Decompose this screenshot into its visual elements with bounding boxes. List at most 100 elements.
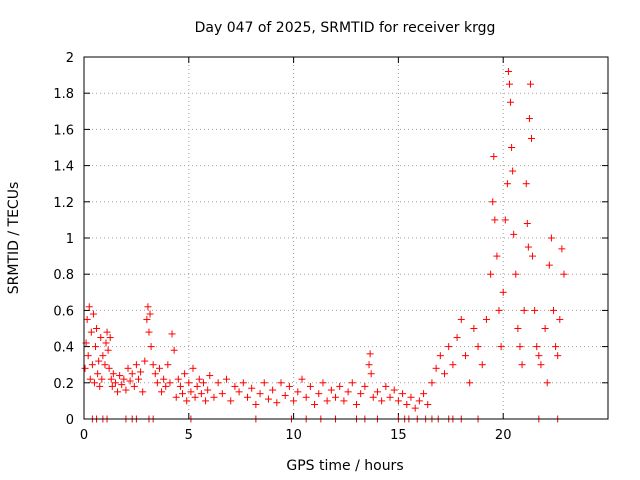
data-point xyxy=(101,361,109,369)
data-point xyxy=(560,270,568,278)
data-point xyxy=(470,325,478,332)
data-point xyxy=(369,393,377,401)
data-point xyxy=(290,397,298,405)
data-point xyxy=(170,346,178,354)
data-point xyxy=(160,375,168,383)
data-point xyxy=(139,388,147,396)
data-point xyxy=(504,67,512,75)
y-tick-label: 0.2 xyxy=(53,377,74,392)
data-point xyxy=(260,379,268,387)
data-point xyxy=(162,382,170,390)
data-point xyxy=(522,180,530,188)
data-point xyxy=(489,198,497,206)
x-tick-label: 15 xyxy=(390,428,407,443)
data-point xyxy=(457,315,465,323)
data-point xyxy=(482,315,490,323)
data-point xyxy=(302,393,310,401)
data-point xyxy=(218,390,226,398)
data-point xyxy=(187,388,195,396)
data-point xyxy=(252,401,260,409)
data-point xyxy=(223,375,231,383)
data-point xyxy=(533,343,541,351)
data-point xyxy=(516,343,524,351)
data-point xyxy=(365,361,373,369)
data-point xyxy=(543,379,551,387)
data-point xyxy=(256,390,264,398)
data-point xyxy=(130,382,138,390)
data-point xyxy=(382,382,390,390)
data-point xyxy=(361,382,369,390)
data-point xyxy=(124,364,132,372)
data-point xyxy=(428,379,436,387)
data-point xyxy=(411,404,419,412)
data-point xyxy=(206,372,214,380)
data-point xyxy=(89,310,97,318)
data-point xyxy=(348,379,356,387)
data-point xyxy=(137,368,145,376)
data-point xyxy=(86,375,94,383)
data-point xyxy=(547,234,555,242)
y-tick-label: 0.6 xyxy=(53,304,74,319)
data-point xyxy=(90,379,98,387)
data-point xyxy=(155,364,163,372)
data-point xyxy=(373,388,381,396)
data-point xyxy=(199,379,207,387)
plot-frame xyxy=(83,56,609,420)
data-point xyxy=(94,370,102,378)
data-point xyxy=(323,397,331,405)
data-point xyxy=(96,382,104,390)
data-point xyxy=(83,315,91,323)
data-point xyxy=(143,315,151,323)
data-point xyxy=(378,397,386,405)
data-point xyxy=(420,390,428,398)
x-tick-label: 5 xyxy=(185,428,193,443)
data-point xyxy=(441,370,449,378)
data-point xyxy=(98,375,106,383)
data-point xyxy=(545,261,553,269)
data-point xyxy=(399,390,407,398)
data-point xyxy=(202,397,210,405)
y-tick-label: 2 xyxy=(66,51,74,66)
data-point xyxy=(108,382,116,390)
data-point xyxy=(509,167,517,175)
data-point xyxy=(210,393,218,401)
data-point xyxy=(491,216,499,224)
data-point xyxy=(527,134,535,142)
data-point xyxy=(514,325,522,332)
data-point xyxy=(235,388,243,396)
data-point xyxy=(146,310,154,318)
data-point xyxy=(315,390,323,398)
data-point xyxy=(474,343,482,351)
data-point xyxy=(493,252,501,260)
data-point xyxy=(179,390,187,398)
data-point xyxy=(248,384,256,392)
data-point xyxy=(518,361,526,369)
data-point xyxy=(181,370,189,378)
data-point xyxy=(151,370,159,378)
data-point xyxy=(227,397,235,405)
data-series-srmtid xyxy=(81,67,568,423)
data-point xyxy=(501,216,509,224)
data-point xyxy=(294,388,302,396)
data-point xyxy=(424,401,432,409)
data-point xyxy=(537,361,545,369)
data-point xyxy=(204,386,212,394)
data-point xyxy=(128,370,136,378)
data-point xyxy=(535,352,543,360)
data-point xyxy=(191,393,199,401)
data-point xyxy=(340,397,348,405)
y-axis-label: SRMTID / TECUs xyxy=(6,182,22,295)
data-point xyxy=(104,346,112,354)
data-point xyxy=(126,377,134,385)
y-tick-label: 0.8 xyxy=(53,268,74,283)
data-point xyxy=(168,330,176,338)
data-point xyxy=(466,379,474,387)
data-point xyxy=(524,243,532,251)
data-point xyxy=(106,334,114,342)
data-point xyxy=(193,382,201,390)
data-point xyxy=(172,393,180,401)
data-point xyxy=(189,364,197,372)
data-point xyxy=(87,328,95,336)
data-point xyxy=(85,303,93,311)
